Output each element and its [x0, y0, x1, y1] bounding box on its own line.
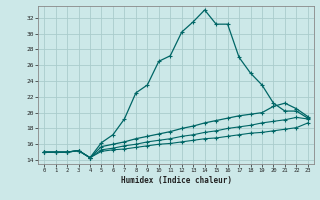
X-axis label: Humidex (Indice chaleur): Humidex (Indice chaleur) [121, 176, 231, 185]
